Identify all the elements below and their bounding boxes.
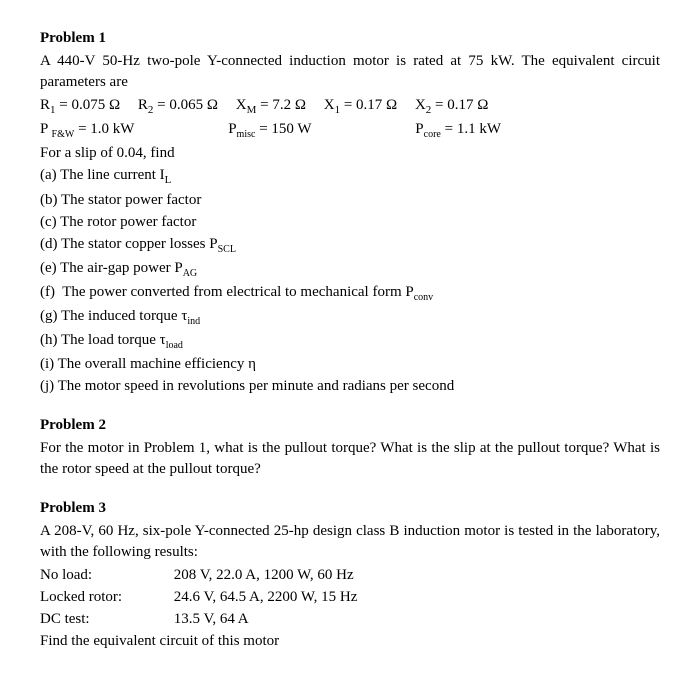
problem-1-params-row-1: R1 = 0.075 Ω R2 = 0.065 Ω XM = 7.2 Ω X1 … [40, 95, 660, 118]
question-a: (a) The line current IL [40, 165, 660, 188]
question-f: (f) The power converted from electrical … [40, 282, 660, 305]
problem-1-params-row-2: P F&W = 1.0 kW Pmisc = 150 W Pcore = 1.1… [40, 119, 660, 142]
locked-label: Locked rotor: [40, 587, 170, 608]
problem-1-intro: A 440-V 50-Hz two-pole Y-connected induc… [40, 51, 660, 93]
dc-value: 13.5 V, 64 A [174, 611, 249, 627]
test-noload: No load: 208 V, 22.0 A, 1200 W, 60 Hz [40, 565, 660, 586]
question-g: (g) The induced torque τind [40, 306, 660, 329]
question-e: (e) The air-gap power PAG [40, 258, 660, 281]
param-pcore: Pcore = 1.1 kW [415, 119, 501, 142]
question-d: (d) The stator copper losses PSCL [40, 234, 660, 257]
question-i: (i) The overall machine efficiency η [40, 354, 660, 375]
param-xm: XM = 7.2 Ω [236, 95, 306, 118]
problem-2-title: Problem 2 [40, 415, 660, 436]
param-pfw: P F&W = 1.0 kW [40, 119, 134, 142]
locked-value: 24.6 V, 64.5 A, 2200 W, 15 Hz [174, 589, 358, 605]
problem-2-text: For the motor in Problem 1, what is the … [40, 438, 660, 480]
problem-3-title: Problem 3 [40, 498, 660, 519]
param-x2: X2 = 0.17 Ω [415, 95, 488, 118]
param-x1: X1 = 0.17 Ω [324, 95, 397, 118]
question-j: (j) The motor speed in revolutions per m… [40, 376, 660, 397]
param-r2: R2 = 0.065 Ω [138, 95, 218, 118]
param-pmisc: Pmisc = 150 W [228, 119, 311, 142]
noload-value: 208 V, 22.0 A, 1200 W, 60 Hz [174, 567, 354, 583]
problem-1-title: Problem 1 [40, 28, 660, 49]
problem-3-intro: A 208-V, 60 Hz, six-pole Y-connected 25-… [40, 521, 660, 563]
problem-1: Problem 1 A 440-V 50-Hz two-pole Y-conne… [40, 28, 660, 397]
question-h: (h) The load torque τload [40, 330, 660, 353]
problem-3-find: Find the equivalent circuit of this moto… [40, 631, 660, 652]
dc-label: DC test: [40, 609, 170, 630]
noload-label: No load: [40, 565, 170, 586]
param-r1: R1 = 0.075 Ω [40, 95, 120, 118]
question-c: (c) The rotor power factor [40, 212, 660, 233]
problem-2: Problem 2 For the motor in Problem 1, wh… [40, 415, 660, 480]
question-b: (b) The stator power factor [40, 190, 660, 211]
question-slip: For a slip of 0.04, find [40, 143, 660, 164]
problem-3: Problem 3 A 208-V, 60 Hz, six-pole Y-con… [40, 498, 660, 652]
test-dc: DC test: 13.5 V, 64 A [40, 609, 660, 630]
problem-1-questions: For a slip of 0.04, find (a) The line cu… [40, 143, 660, 396]
test-locked: Locked rotor: 24.6 V, 64.5 A, 2200 W, 15… [40, 587, 660, 608]
